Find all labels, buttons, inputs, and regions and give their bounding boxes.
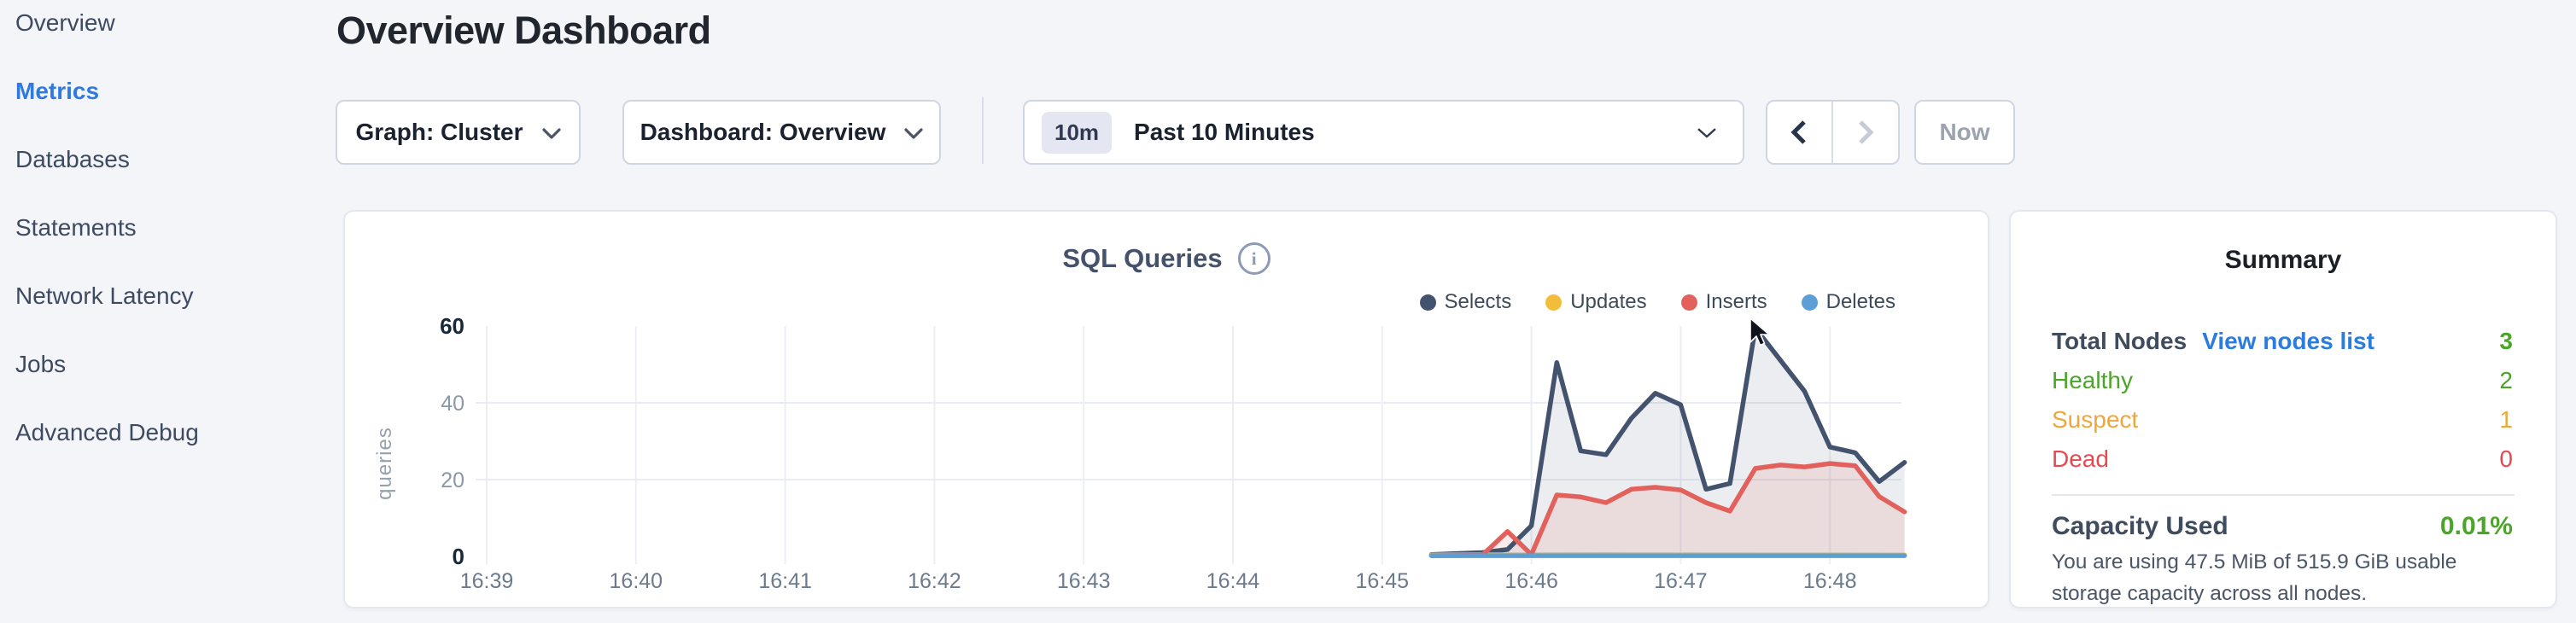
prev-time-button[interactable] [1767, 102, 1833, 163]
chart-title-row: SQL Queries i [345, 242, 1988, 275]
controls-divider [982, 97, 984, 164]
suspect-nodes-row: Suspect 1 [2052, 406, 2513, 434]
chevron-right-icon [1858, 120, 1874, 144]
dead-nodes-row: Dead 0 [2052, 445, 2513, 473]
sidebar: Overview Metrics Databases Statements Ne… [0, 0, 335, 623]
healthy-value: 2 [2499, 367, 2513, 393]
x-tick-label: 16:43 [1057, 569, 1111, 593]
legend-item-selects[interactable]: Selects [1419, 290, 1512, 314]
capacity-description: You are using 47.5 MiB of 515.9 GiB usab… [2052, 550, 2457, 605]
series-fill-selects [1431, 328, 1905, 556]
legend-item-updates[interactable]: Updates [1545, 290, 1647, 314]
sidebar-item-metrics[interactable]: Metrics [15, 78, 100, 104]
legend-label: Inserts [1705, 290, 1767, 313]
chevron-left-icon [1790, 120, 1807, 144]
dashboard-dropdown[interactable]: Dashboard: Overview [622, 100, 941, 165]
sidebar-nav: Overview Metrics Databases Statements Ne… [15, 0, 199, 467]
chevron-down-icon [1697, 128, 1716, 138]
dead-label: Dead [2052, 445, 2109, 472]
suspect-value: 1 [2499, 406, 2513, 433]
summary-title: Summary [2224, 246, 2342, 274]
dashboard-dropdown-label: Dashboard: Overview [640, 119, 886, 145]
legend-label: Deletes [1825, 290, 1895, 313]
graph-dropdown[interactable]: Graph: Cluster [336, 100, 581, 165]
page-title: Overview Dashboard [336, 9, 711, 52]
capacity-used-label: Capacity Used [2052, 512, 2228, 540]
suspect-label: Suspect [2052, 406, 2139, 433]
selects-dot-icon [1419, 294, 1436, 311]
x-tick-label: 16:48 [1803, 569, 1857, 593]
sql-queries-chart-card: SQL Queries i Selects Updates Inserts De… [343, 210, 1989, 608]
y-tick-label: 40 [441, 392, 464, 416]
sidebar-item-jobs[interactable]: Jobs [15, 351, 67, 377]
now-button[interactable]: Now [1914, 100, 2015, 165]
sidebar-item-network-latency[interactable]: Network Latency [15, 282, 194, 309]
inserts-dot-icon [1680, 294, 1697, 311]
dead-value: 0 [2499, 445, 2513, 472]
chart-legend: Selects Updates Inserts Deletes [1419, 290, 1895, 314]
legend-item-deletes[interactable]: Deletes [1801, 290, 1895, 314]
series-fill-inserts [1431, 463, 1905, 556]
time-window-label: Past 10 Minutes [1134, 119, 1315, 145]
legend-label: Updates [1570, 290, 1647, 313]
x-tick-label: 16:42 [908, 569, 961, 593]
chevron-down-icon [541, 128, 561, 139]
sql-queries-plot: 16:39 16:40 16:41 16:42 16:43 16:44 16:45 16:46… [373, 313, 1907, 593]
y-axis-label: queries [373, 427, 396, 500]
x-tick-label: 16:41 [758, 569, 812, 593]
sidebar-item-overview[interactable]: Overview [15, 9, 115, 36]
summary-panel: Summary Total Nodes View nodes list 3 He… [2009, 210, 2557, 608]
time-window-badge: 10m [1042, 111, 1113, 154]
x-tick-label: 16:46 [1504, 569, 1558, 593]
healthy-nodes-row: Healthy 2 [2052, 367, 2513, 394]
healthy-label: Healthy [2052, 367, 2133, 393]
sidebar-item-advanced-debug[interactable]: Advanced Debug [15, 419, 199, 445]
mouse-cursor [1749, 317, 1770, 346]
chevron-down-icon [904, 128, 924, 139]
updates-dot-icon [1545, 294, 1563, 311]
x-tick-label: 16:47 [1654, 569, 1708, 593]
graph-dropdown-label: Graph: Cluster [355, 119, 523, 145]
time-step-buttons [1766, 100, 1900, 165]
deletes-dot-icon [1801, 294, 1818, 311]
time-window-selector[interactable]: 10m Past 10 Minutes [1023, 100, 1744, 165]
total-nodes-value: 3 [2499, 328, 2513, 354]
total-nodes-row: Total Nodes View nodes list 3 [2052, 328, 2513, 355]
x-tick-label: 16:44 [1206, 569, 1260, 593]
legend-label: Selects [1444, 290, 1512, 313]
total-nodes-label: Total Nodes [2052, 328, 2188, 354]
y-tick-label: 20 [441, 469, 464, 492]
legend-item-inserts[interactable]: Inserts [1680, 290, 1767, 314]
info-icon[interactable]: i [1237, 242, 1270, 275]
view-nodes-list-link[interactable]: View nodes list [2202, 328, 2374, 354]
x-tick-label: 16:40 [610, 569, 663, 593]
next-time-button[interactable] [1833, 102, 1899, 163]
x-tick-label: 16:39 [460, 569, 514, 593]
x-tick-label: 16:45 [1356, 569, 1410, 593]
capacity-used-value: 0.01% [2439, 512, 2513, 540]
sidebar-item-statements[interactable]: Statements [15, 214, 137, 241]
chart-title: SQL Queries [1062, 243, 1223, 273]
sidebar-item-databases[interactable]: Databases [15, 146, 130, 172]
capacity-row: Capacity Used 0.01% [2052, 512, 2513, 541]
y-tick-label: 60 [440, 313, 464, 339]
series-line-selects [1428, 325, 1907, 557]
summary-divider [2052, 494, 2515, 496]
y-tick-label: 0 [453, 544, 464, 569]
